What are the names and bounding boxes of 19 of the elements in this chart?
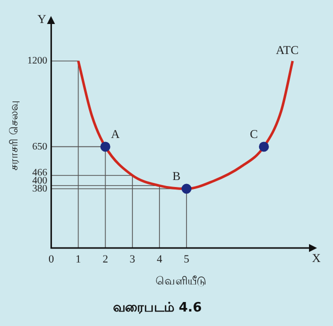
text: Y — [38, 12, 47, 26]
annotation: A — [110, 126, 120, 141]
x-tick-label: 3 — [130, 253, 136, 266]
y-tick-label: 380 — [32, 183, 48, 194]
annotation: C — [250, 126, 258, 141]
x-tick-label: 2 — [102, 253, 108, 266]
text: வரைபடம் 4.6 — [113, 300, 202, 316]
x-tick-label: 0 — [48, 253, 54, 266]
y-tick-label: 650 — [32, 141, 48, 152]
text: X — [312, 251, 321, 266]
x-axis-title: வெளியீடு — [156, 274, 207, 288]
y-axis-title: சராசரி செலவு — [7, 100, 20, 170]
y-tick-label: 1200 — [27, 56, 48, 67]
x-tick-label: 1 — [76, 253, 82, 266]
y-tick-label: 466 — [32, 167, 48, 178]
x-tick-label: 5 — [184, 253, 190, 266]
annotation: B — [172, 168, 181, 183]
x-tick-label: 4 — [156, 253, 163, 266]
series-label: ATC — [276, 43, 299, 58]
